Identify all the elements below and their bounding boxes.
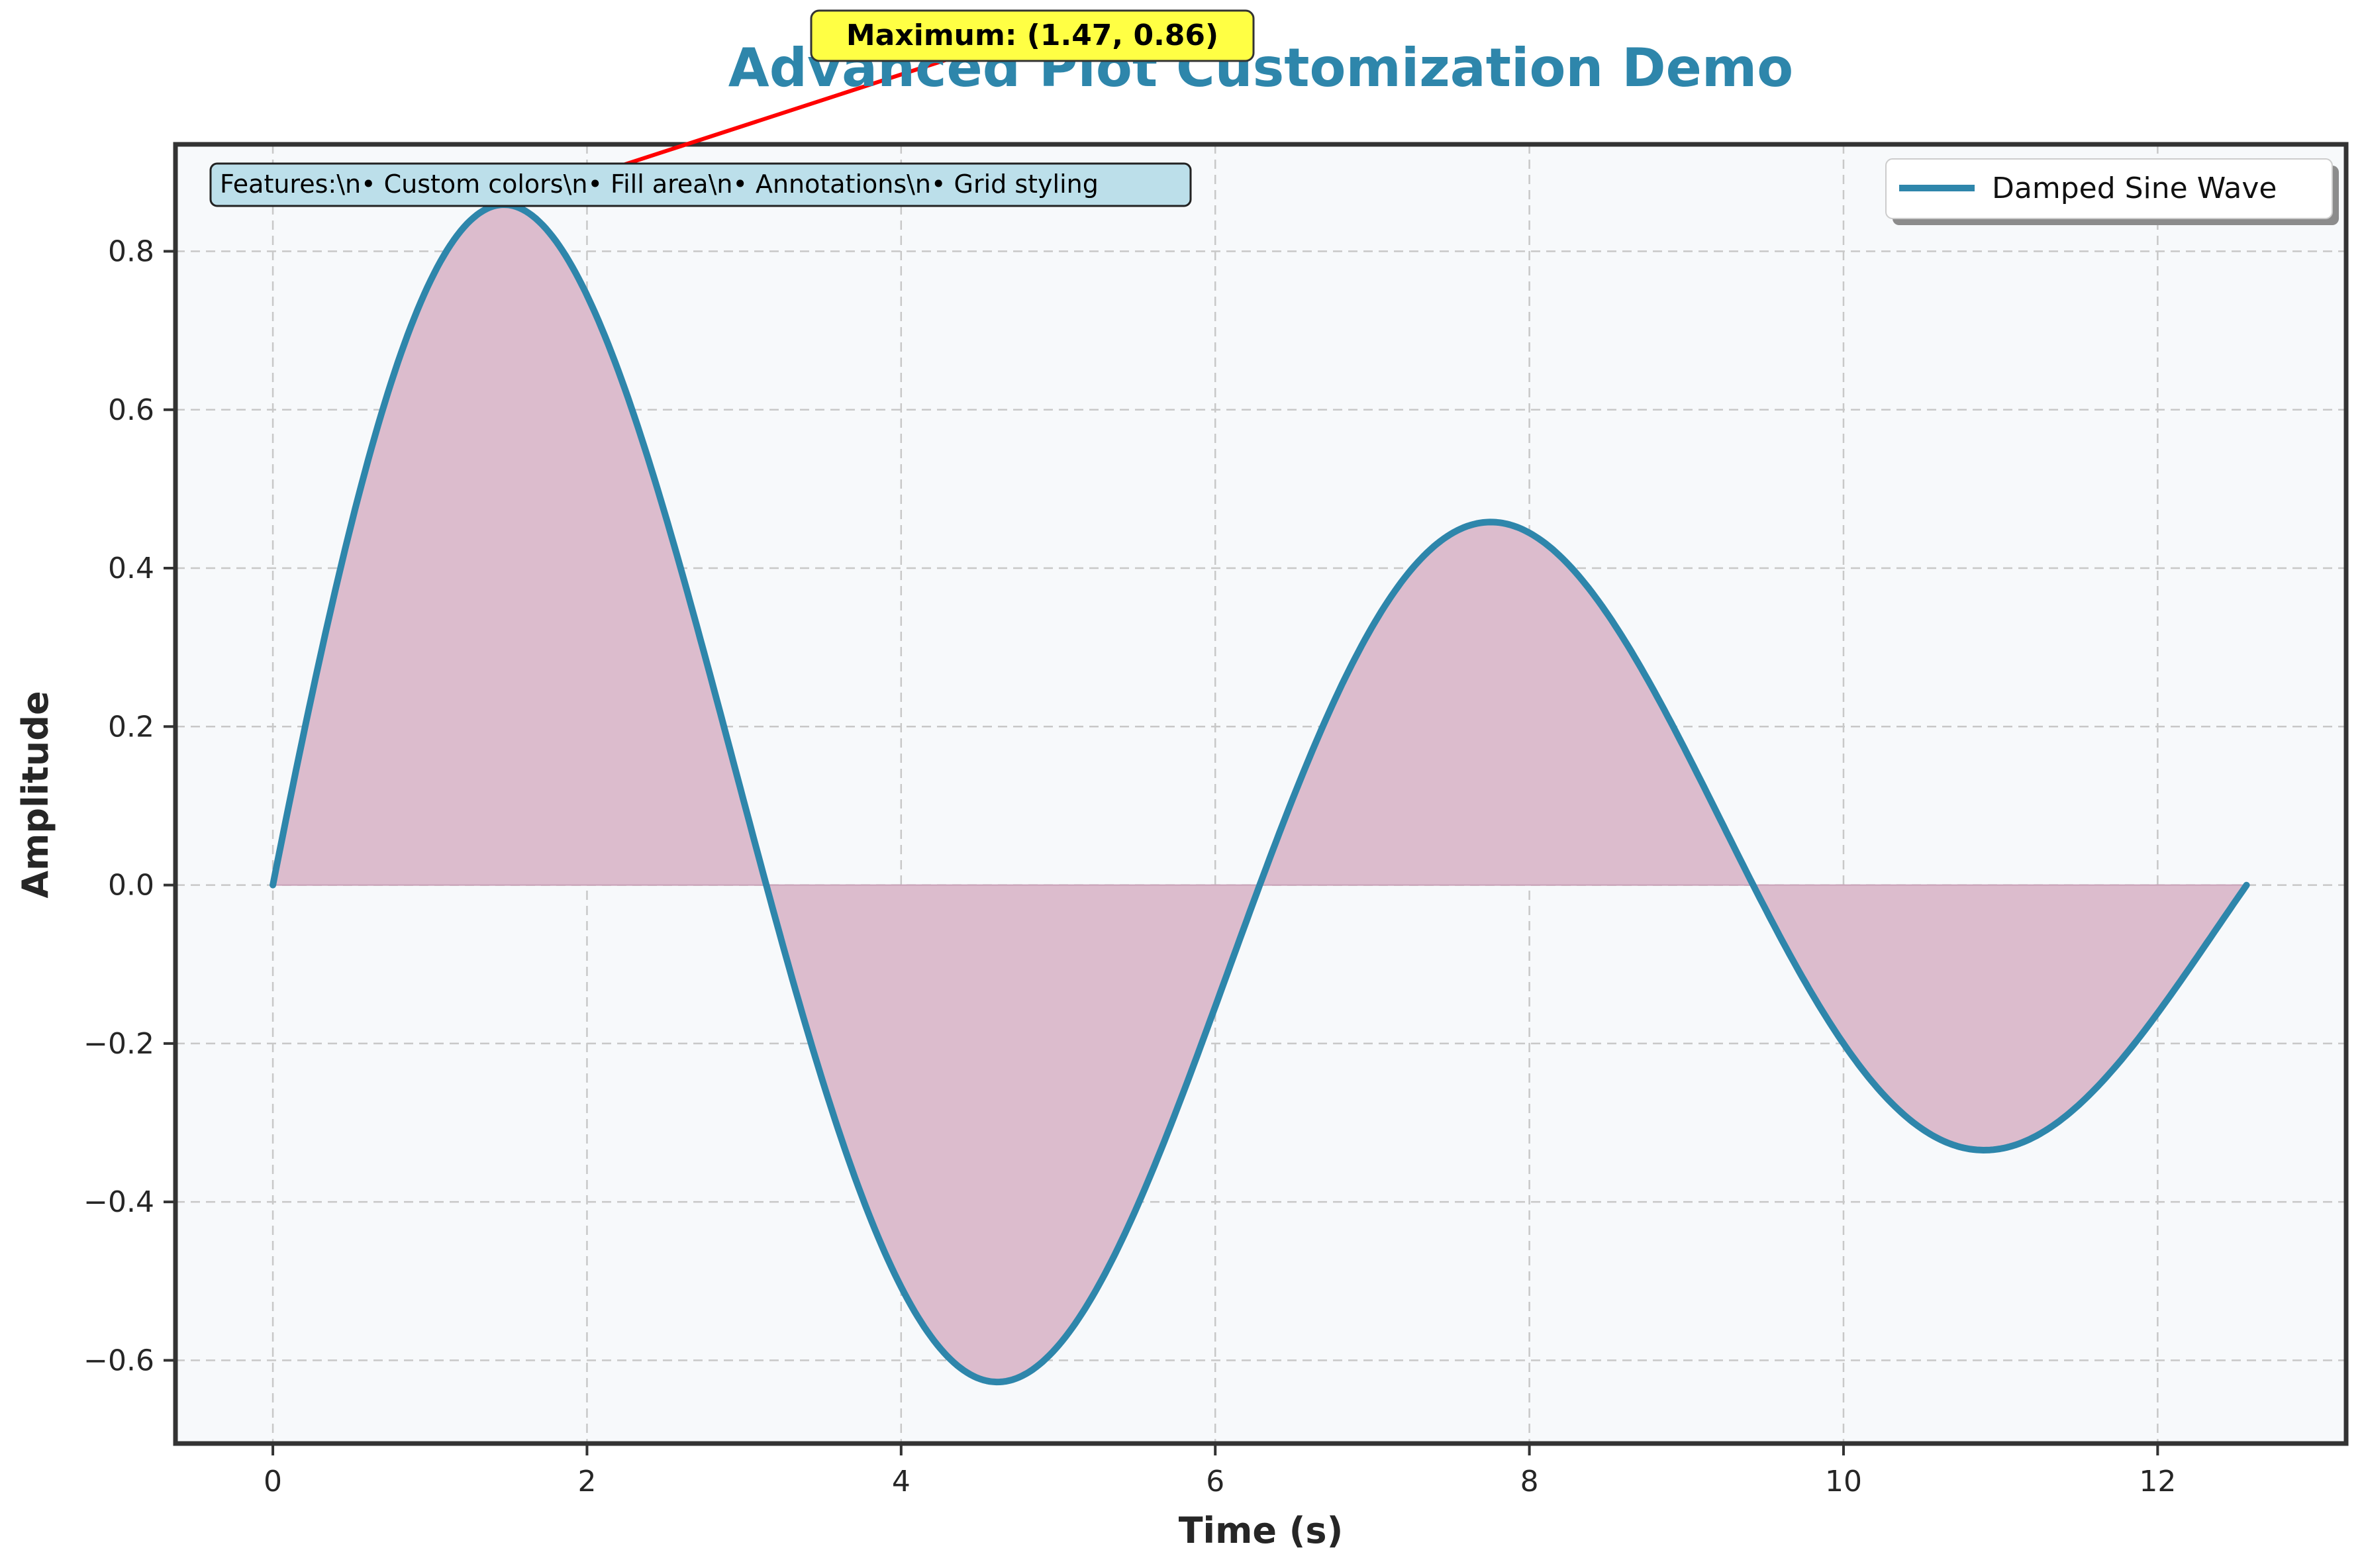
- y-tick-label: 0.6: [108, 393, 154, 427]
- y-tick-label: 0.2: [108, 710, 154, 744]
- x-tick-label: 8: [1520, 1465, 1539, 1498]
- x-tick-label: 6: [1206, 1465, 1224, 1498]
- y-tick-label: 0.0: [108, 869, 154, 903]
- x-axis-label: Time (s): [1179, 1510, 1344, 1551]
- legend: Damped Sine Wave: [1885, 158, 2339, 225]
- y-axis-label: Amplitude: [15, 691, 56, 898]
- fill-area: [273, 205, 2247, 1383]
- features-box-bg: [209, 162, 1192, 207]
- legend-box: [1885, 158, 2333, 219]
- x-tick-label: 4: [892, 1465, 911, 1498]
- x-tick-label: 12: [2139, 1465, 2176, 1498]
- features-text: Features:\n• Custom colors\n• Fill area\…: [220, 170, 1099, 199]
- y-tick-label: 0.8: [108, 235, 154, 269]
- legend-label-damped-sine-wave: Damped Sine Wave: [1992, 172, 2277, 205]
- axes-frame: [173, 142, 2349, 1446]
- y-tick-label: −0.4: [83, 1185, 154, 1219]
- annotation-label: Maximum: (1.47, 0.86): [846, 19, 1218, 52]
- annotation-box: Maximum: (1.47, 0.86): [810, 9, 1255, 62]
- y-tick-label: −0.6: [83, 1344, 154, 1377]
- features-text-box: Features:\n• Custom colors\n• Fill area\…: [209, 162, 1192, 207]
- series-line-damped-sine-wave: [270, 201, 2250, 1386]
- y-tick-label: −0.2: [83, 1027, 154, 1061]
- annotation-box-bg: [810, 9, 1255, 62]
- axis-ticks: 0 2 4 6 8 10 12 −0.6 −0.4 −0.2 0.0 0.2 0.4 0.6 0.8: [83, 235, 2176, 1498]
- y-tick-label: 0.4: [108, 552, 154, 585]
- x-tick-label: 2: [577, 1465, 596, 1498]
- x-tick-label: 10: [1825, 1465, 1862, 1498]
- x-tick-label: 0: [264, 1465, 282, 1498]
